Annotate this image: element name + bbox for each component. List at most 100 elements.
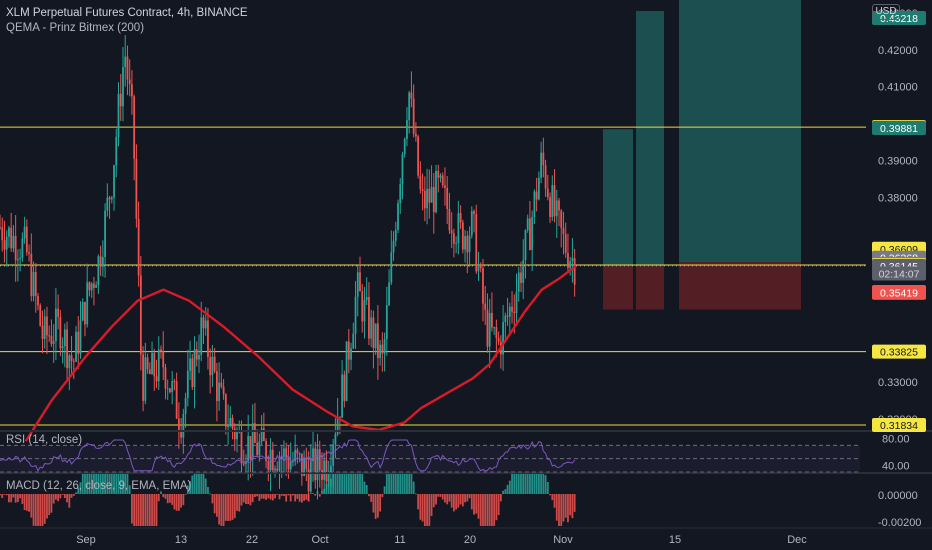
macd-bar: [160, 491, 162, 494]
candle-body: [59, 317, 62, 349]
macd-bar: [86, 474, 89, 494]
candle-body: [249, 436, 252, 460]
candle-body: [43, 316, 46, 339]
candle-body: [345, 341, 348, 401]
macd-bar: [151, 494, 153, 526]
macd-bar: [359, 474, 361, 494]
time-tick-label: 20: [464, 534, 476, 546]
candle-body: [430, 187, 433, 203]
macd-bar: [417, 494, 420, 510]
macd-bar: [338, 474, 341, 494]
candle-body: [135, 158, 138, 219]
candle-body: [426, 188, 428, 209]
rsi-line: [0, 439, 576, 472]
candle-body: [392, 240, 395, 253]
macd-legend: MACD (12, 26, close, 9, EMA, EMA): [6, 480, 192, 492]
candle-body: [14, 235, 17, 261]
candle-body: [325, 460, 328, 482]
macd-bar: [46, 494, 48, 519]
macd-bar: [464, 494, 466, 503]
macd-bar: [414, 493, 417, 495]
candle-body: [560, 210, 563, 228]
price-label-box: [872, 418, 926, 433]
candle-body: [475, 214, 478, 272]
candle-body: [90, 283, 93, 291]
candle-body: [184, 397, 187, 414]
candle-body: [247, 436, 250, 462]
macd-bar: [41, 494, 44, 526]
candle-body: [504, 315, 507, 323]
candle-body: [522, 260, 525, 283]
macd-bar: [12, 494, 15, 498]
candle-body: [421, 189, 424, 192]
macd-bar: [14, 494, 17, 503]
candle-body: [412, 98, 415, 134]
macd-bar: [482, 494, 484, 526]
candle-body: [330, 465, 332, 473]
macd-bar: [468, 494, 471, 499]
macd-bar: [473, 494, 475, 515]
candle-body: [66, 329, 68, 369]
price-label: 0.33825: [880, 347, 918, 359]
pane-separator: [0, 430, 932, 432]
macd-bar: [57, 494, 60, 502]
macd-bar: [258, 494, 261, 501]
macd-bar: [394, 474, 397, 494]
macd-bar: [426, 494, 428, 526]
candle-body: [195, 349, 198, 360]
macd-bar: [327, 481, 330, 494]
candle-body: [446, 187, 449, 210]
candle-body: [19, 258, 22, 260]
candle-body: [553, 185, 556, 217]
macd-bar: [374, 494, 377, 519]
macd-bar: [32, 494, 35, 526]
macd-bar: [81, 474, 84, 494]
macd-bar: [486, 494, 489, 526]
price-label-box: [872, 344, 926, 359]
candle-body: [549, 197, 551, 217]
macd-bar: [428, 494, 431, 526]
macd-bar: [84, 474, 86, 494]
macd-bar: [441, 494, 444, 500]
macd-bar: [191, 475, 194, 494]
macd-bar: [294, 494, 297, 502]
candle-body: [379, 344, 382, 358]
macd-bar: [470, 494, 473, 510]
macd-bar: [124, 474, 127, 494]
macd-bar: [332, 474, 335, 494]
macd-tick-label: -0.00200: [878, 517, 921, 529]
macd-bar: [303, 494, 305, 501]
macd-bar: [573, 494, 576, 512]
macd-bar: [21, 494, 24, 504]
macd-bar: [240, 494, 243, 506]
macd-bar: [52, 494, 55, 504]
candle-body: [414, 133, 417, 137]
candle-body: [468, 235, 471, 253]
macd-bar: [265, 494, 267, 500]
candle-body: [459, 213, 462, 223]
macd-bar: [213, 494, 216, 514]
macd-bar: [227, 494, 229, 521]
candle-body: [408, 92, 411, 121]
macd-bar: [466, 494, 469, 502]
candle-body: [12, 235, 15, 249]
macd-bar: [522, 474, 525, 494]
macd-bar: [50, 494, 53, 513]
candle-body: [32, 271, 35, 297]
candle-body: [191, 358, 194, 388]
macd-bar: [215, 494, 218, 517]
macd-bar: [535, 474, 538, 494]
candle-body: [294, 449, 297, 462]
macd-bar: [497, 494, 500, 515]
candle-body: [332, 444, 335, 466]
candle-body: [569, 261, 572, 269]
candle-body: [169, 388, 171, 393]
macd-bar: [435, 494, 437, 505]
currency-button[interactable]: USD: [872, 4, 900, 20]
candle-body: [229, 417, 232, 427]
candle-body: [309, 461, 312, 492]
macd-bar: [410, 474, 413, 494]
macd-bar: [289, 494, 292, 502]
macd-bar: [533, 474, 536, 494]
